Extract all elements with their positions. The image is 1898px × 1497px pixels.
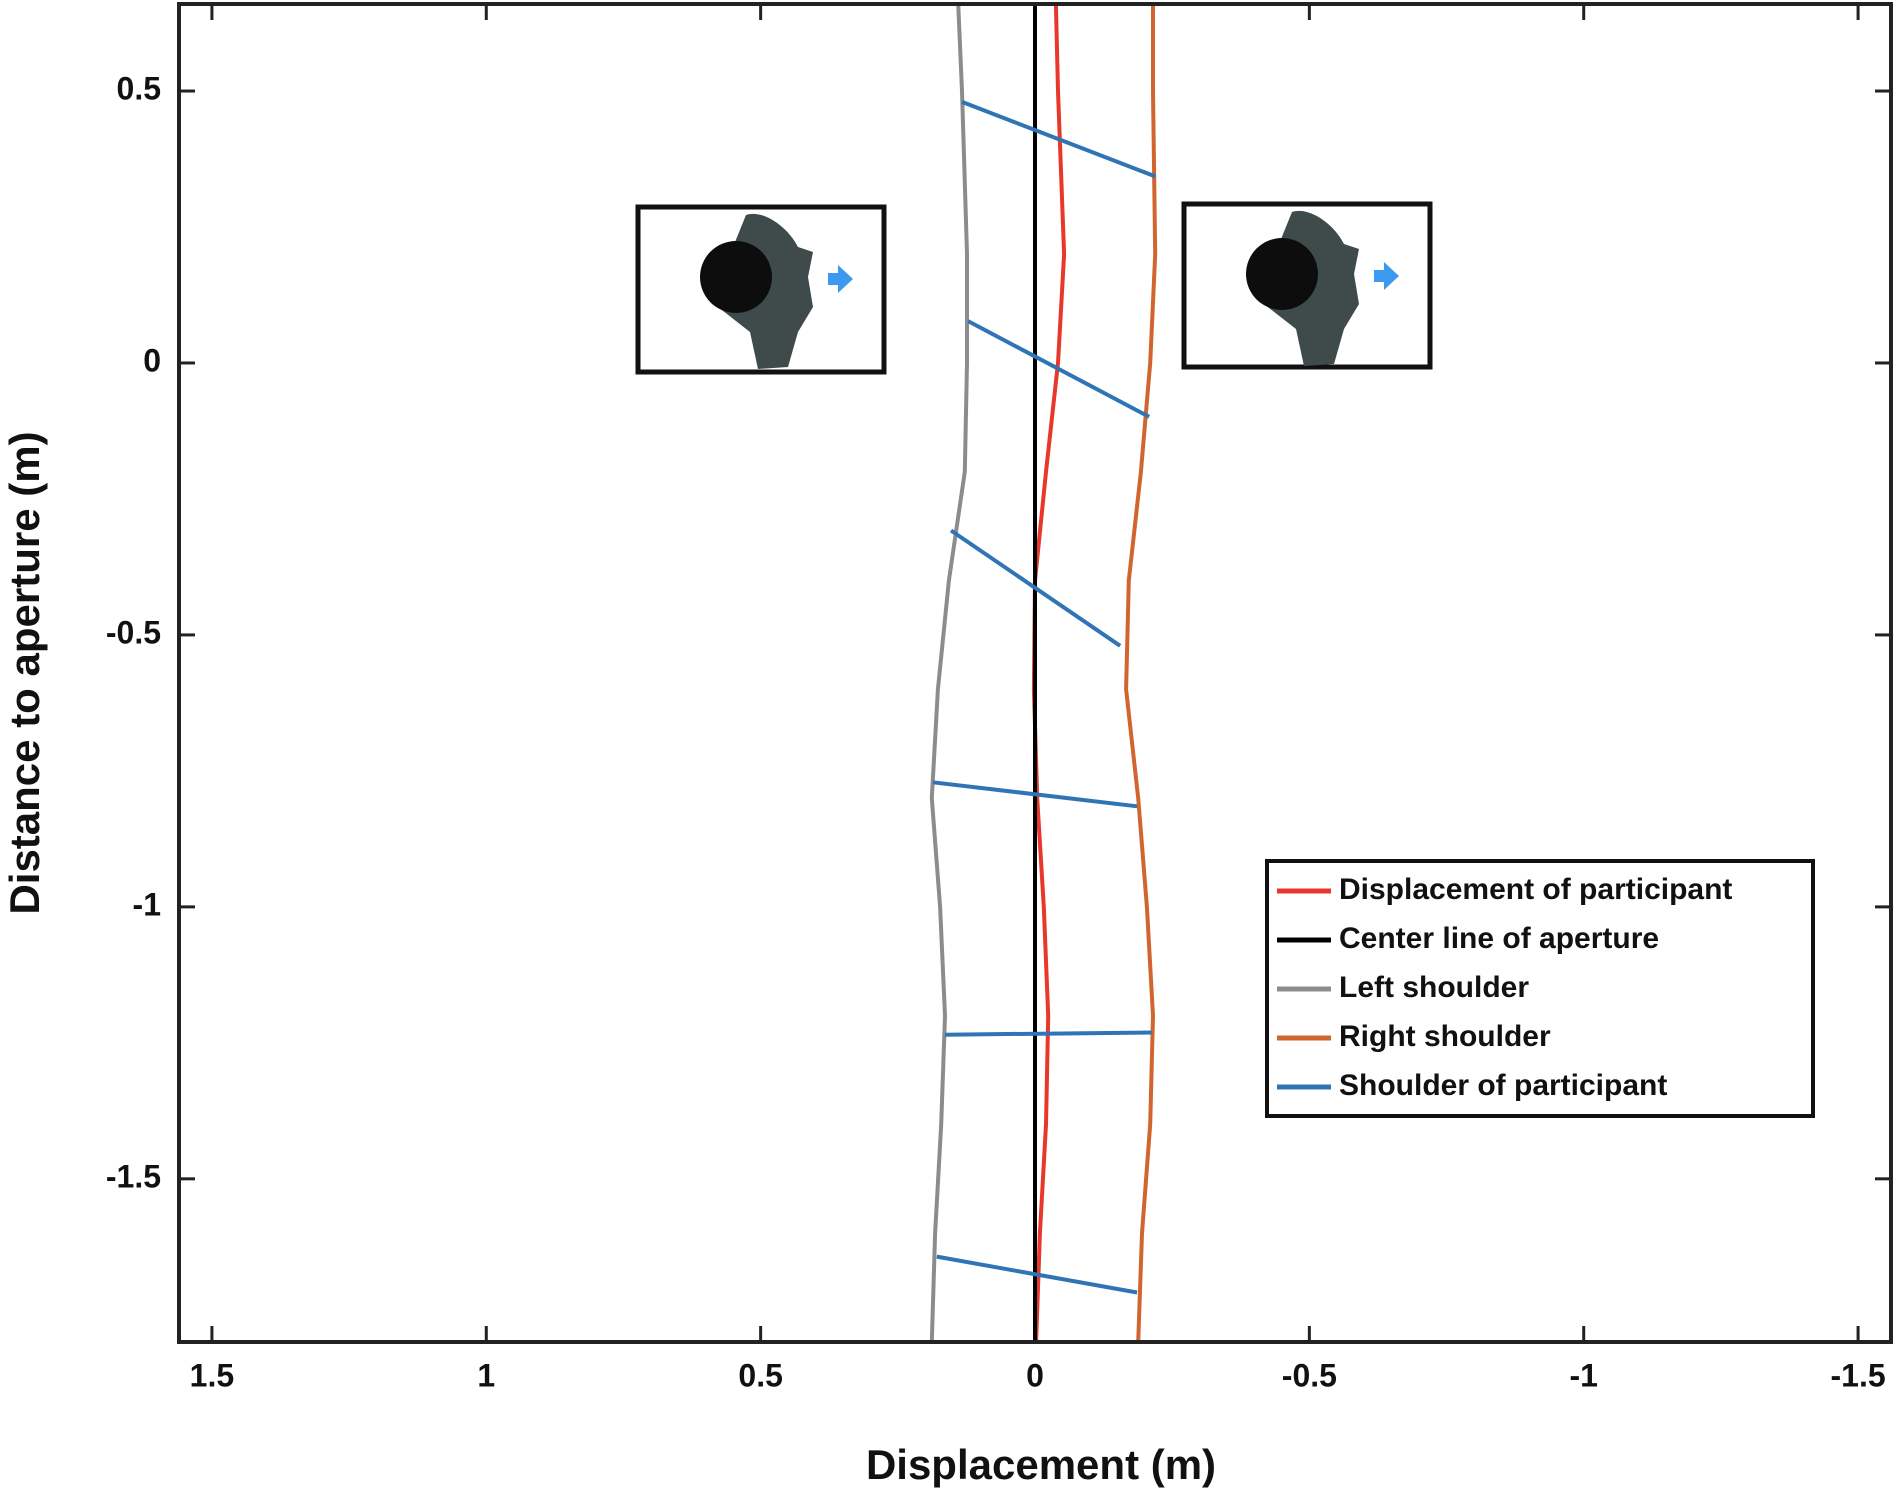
series-line (929, 3, 969, 1343)
inset-left (635, 204, 887, 375)
inset-right (1181, 201, 1433, 370)
x-tick-label: 1 (477, 1357, 495, 1393)
direction-arrow (1374, 262, 1399, 290)
x-tick-label: 0.5 (738, 1357, 782, 1393)
series-line (1031, 3, 1067, 1343)
y-tick-label: 0 (143, 342, 161, 378)
person-head (700, 241, 772, 313)
direction-arrow (828, 265, 853, 293)
person-head (1246, 238, 1318, 310)
series-line (932, 100, 1156, 1295)
legend-frame (1265, 859, 1815, 1118)
legend-label: Right shoulder (1339, 1020, 1551, 1053)
legend: Displacement of participant Center line o… (1265, 859, 1815, 1118)
legend-label: Left shoulder (1339, 971, 1529, 1004)
plot-frame (177, 2, 1893, 1344)
x-axis-label: Displacement (m) (866, 1441, 1216, 1488)
x-tick-label: -1.5 (1831, 1357, 1886, 1393)
x-tick-label: -0.5 (1282, 1357, 1337, 1393)
legend-label: Shoulder of participant (1339, 1069, 1667, 1102)
legend-label: Displacement of participant (1339, 873, 1732, 906)
y-tick-label: -1 (133, 886, 161, 922)
y-tick-label: -1.5 (106, 1158, 161, 1194)
x-tick-label: -1 (1569, 1357, 1597, 1393)
legend-label: Center line of aperture (1339, 922, 1659, 955)
y-tick-label: -0.5 (106, 614, 161, 650)
series-line (1124, 4, 1158, 1343)
x-tick-label: 1.5 (190, 1357, 234, 1393)
x-tick-label: 0 (1026, 1357, 1044, 1393)
y-tick-label: 0.5 (117, 70, 161, 106)
y-axis-label: Distance to aperture (m) (1, 431, 48, 914)
